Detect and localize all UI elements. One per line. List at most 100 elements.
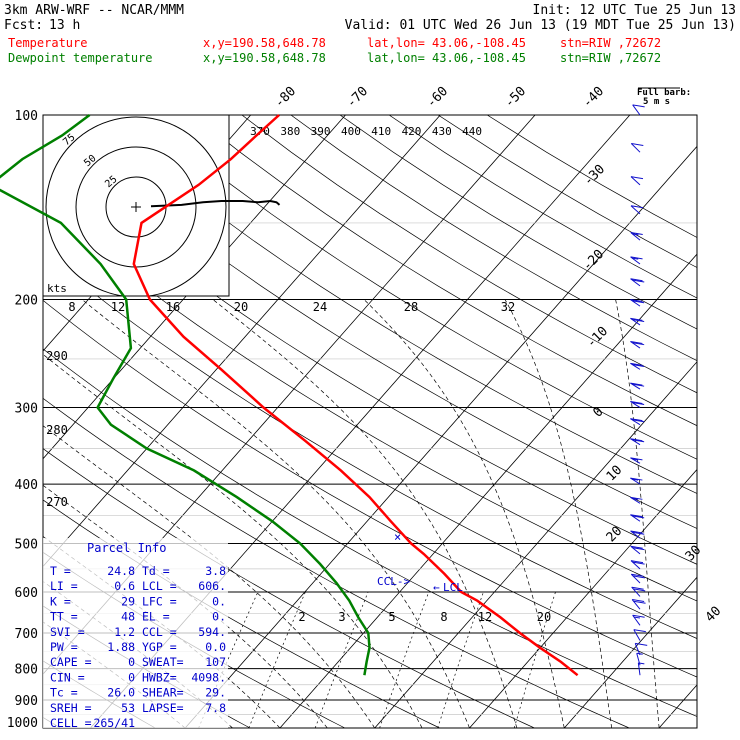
temperature-legend: Temperature	[8, 36, 87, 50]
wind-barb-staff	[630, 457, 641, 464]
isotherm-line	[279, 253, 697, 728]
dry-adiabat-line	[94, 115, 697, 494]
wind-barb	[630, 560, 645, 570]
wind-barb	[630, 143, 644, 153]
parcel-field-label: SVI =	[50, 625, 85, 639]
mixing-ratio-label: 20	[537, 610, 551, 624]
wind-barb-full	[631, 143, 644, 146]
parcel-field-value: 594.	[198, 625, 226, 639]
mixing-ratio-label: 32	[501, 300, 515, 314]
wind-barb	[630, 205, 644, 215]
parcel-field-label: LCL =	[142, 579, 177, 593]
wind-barb-half	[632, 233, 639, 236]
parcel-field-value: 3.8	[205, 564, 226, 578]
pressure-tick-label: 500	[15, 537, 38, 552]
parcel-field-label: CELL =	[50, 716, 92, 730]
parcel-field-value: 53	[121, 701, 135, 715]
parcel-field-label: YGP =	[142, 640, 177, 654]
theta-e-label: 390	[311, 125, 331, 138]
pressure-tick-label: 400	[15, 478, 38, 493]
parcel-field-label: SWEAT=	[142, 655, 184, 669]
wind-barb-staff	[637, 662, 641, 676]
mixing-ratio-label: 24	[313, 300, 327, 314]
isotherm-label: 30	[683, 543, 705, 565]
wind-barb-staff	[630, 317, 641, 326]
wind-barb-full	[632, 300, 645, 304]
wind-barb-full	[632, 383, 645, 387]
wind-barb-full	[632, 599, 645, 603]
wind-barb-full	[630, 382, 643, 386]
wind-barb	[630, 573, 645, 584]
wind-barb-full	[630, 560, 644, 564]
wind-barb	[630, 400, 645, 408]
wind-barb-full	[630, 205, 644, 209]
dry-adiabat-line	[339, 115, 697, 330]
pressure-tick-label: 1000	[7, 716, 38, 731]
wind-barb-staff	[630, 143, 641, 153]
wind-barb-full	[630, 299, 643, 303]
wind-barb-staff	[630, 418, 641, 426]
wind-barb	[634, 642, 648, 656]
dry-adiabat-line	[43, 397, 630, 728]
wind-barb-full	[631, 573, 644, 577]
mixing-ratio-label: 28	[404, 300, 418, 314]
wind-barb	[630, 256, 643, 265]
wind-barb	[630, 514, 645, 522]
wind-barb-full	[630, 176, 644, 180]
isotherm-line	[469, 468, 697, 728]
lcl-label: LCL	[443, 581, 463, 594]
wind-barb-staff	[630, 176, 641, 186]
valid-time: Valid: 01 UTC Wed 26 Jun 13 (19 MDT Tue …	[345, 18, 736, 33]
moist-adiabat-line	[81, 299, 470, 728]
wind-barb-staff	[630, 496, 641, 504]
parcel-field-label: K =	[50, 594, 71, 608]
mixing-ratio-label: 8	[440, 610, 447, 624]
ccl-label: CCL->	[377, 575, 410, 588]
wind-barb-staff	[630, 514, 641, 522]
dewpoint-station: stn=RIW ,72672	[560, 51, 661, 65]
wind-barb-full	[630, 362, 643, 366]
dry-adiabat-line	[43, 204, 697, 602]
wind-barb-full	[630, 278, 643, 282]
wind-barb-half	[632, 497, 639, 500]
isotherm-line	[43, 115, 346, 460]
dry-adiabat-line	[43, 251, 697, 639]
mixing-ratio-label: 16	[166, 300, 180, 314]
wind-barb-full	[633, 588, 646, 592]
wind-barb	[630, 457, 643, 464]
wind-barb-staff	[630, 530, 641, 539]
temperature-latlon: lat,lon= 43.06,-108.45	[367, 36, 526, 50]
wind-barb	[632, 104, 645, 116]
wind-barb-staff	[631, 599, 641, 610]
wind-barb-full	[632, 614, 645, 618]
wind-barb	[630, 231, 643, 241]
barb-legend: Full barb: 5 m s	[637, 87, 691, 107]
dry-adiabat-label: 270	[46, 495, 68, 509]
theta-e-label: 420	[402, 125, 422, 138]
wind-barb-full	[630, 514, 643, 518]
temperature-xy: x,y=190.58,648.78	[203, 36, 326, 50]
wind-barb-staff	[630, 573, 641, 584]
parcel-field-label: SHEAR=	[142, 686, 184, 700]
pressure-tick-label: 800	[15, 663, 38, 678]
parcel-field-value: 24.8	[107, 564, 135, 578]
isotherm-line	[374, 361, 697, 728]
parcel-field-label: Tc =	[50, 686, 78, 700]
mixing-ratio-line	[379, 591, 430, 728]
sounding-curves: LCL← CCL-> ×	[0, 113, 579, 677]
dewpoint-legend: Dewpoint temperature	[8, 51, 153, 65]
pressure-tick-label: 600	[15, 586, 38, 601]
wind-barb-staff	[630, 278, 641, 287]
wind-barb-full	[632, 279, 645, 283]
isotherm-label: -60	[424, 84, 451, 111]
header: 3km ARW-WRF -- NCAR/MMM Init: 12 UTC Tue…	[4, 3, 736, 65]
wind-barb-half	[636, 652, 643, 655]
moist-adiabat-line	[615, 299, 660, 728]
forecast-hour: 13 h	[49, 18, 80, 33]
isotherm-line	[43, 115, 441, 568]
wind-barb-staff	[630, 382, 641, 390]
wind-barb	[630, 496, 643, 504]
parcel-field-value: 4098.	[191, 670, 226, 684]
wind-barb-half	[632, 478, 639, 481]
wind-barb-full	[631, 586, 644, 590]
